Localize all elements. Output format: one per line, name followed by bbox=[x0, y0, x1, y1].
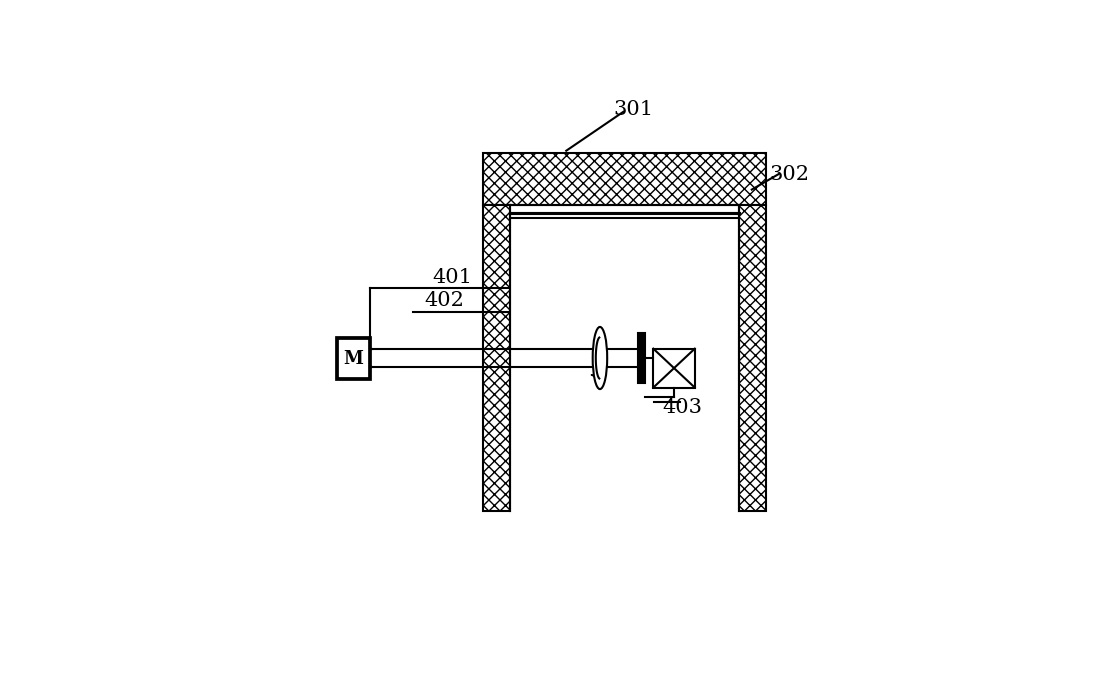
Text: M: M bbox=[343, 349, 363, 367]
Text: 301: 301 bbox=[613, 100, 653, 118]
Ellipse shape bbox=[593, 327, 608, 389]
Text: 403: 403 bbox=[662, 398, 702, 417]
Bar bbox=[337, 339, 370, 379]
Bar bbox=[483, 153, 766, 205]
Bar bbox=[653, 349, 695, 388]
Text: 302: 302 bbox=[769, 164, 809, 184]
Text: 401: 401 bbox=[433, 268, 473, 287]
Bar bbox=[739, 205, 766, 511]
Bar bbox=[483, 205, 511, 511]
Text: 402: 402 bbox=[425, 291, 465, 310]
Bar bbox=[638, 333, 644, 383]
